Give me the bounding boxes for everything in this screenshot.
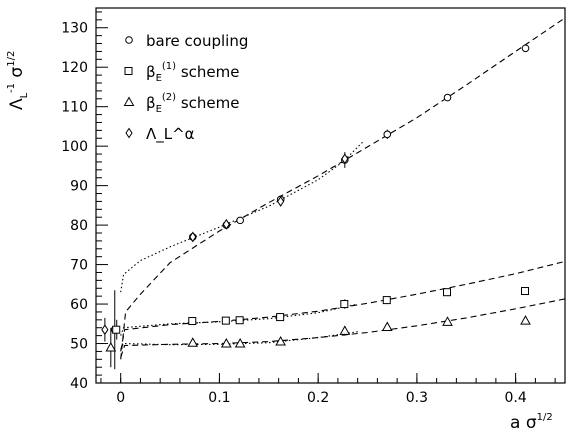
circle-marker: [236, 216, 244, 225]
legend-entry-label: βE(1) scheme: [146, 61, 239, 84]
triangle-marker: [234, 338, 246, 348]
circle-marker: [521, 44, 530, 53]
circle-marker: [383, 130, 392, 139]
y-tick-label: 120: [61, 60, 88, 76]
y-tick-label: 40: [70, 376, 88, 392]
square-marker: [221, 316, 230, 325]
circle-marker: [125, 36, 133, 44]
dashed-fit-curve: [120, 298, 566, 358]
square-marker: [521, 287, 530, 296]
plot-frame: [95, 7, 566, 384]
y-tick-label: 90: [70, 179, 88, 195]
dotted-fit-curve: [120, 331, 358, 350]
x-tick-label: 0.4: [504, 390, 526, 406]
x-tick-label: 0: [116, 390, 125, 406]
y-tick-label: 70: [70, 258, 88, 274]
square-marker: [382, 296, 391, 305]
triangle-marker: [520, 315, 531, 325]
y-tick-label: 50: [70, 337, 88, 353]
y-tick-label: 80: [70, 218, 88, 234]
square-marker: [112, 325, 121, 334]
y-tick-label: 130: [61, 21, 88, 37]
legend: bare coupling βE(1) scheme βE(2) scheme Λ_L…: [123, 32, 248, 144]
square-marker: [124, 67, 133, 75]
diamond-marker: [189, 231, 197, 243]
diamond-marker: [101, 324, 109, 336]
dotted-fit-curve: [120, 141, 363, 293]
x-tick-label: 0.2: [307, 390, 329, 406]
x-tick-label: 0.1: [208, 390, 230, 406]
fit-curves: [120, 17, 566, 360]
legend-entry-label: βE(2) scheme: [146, 92, 239, 115]
square-marker: [188, 317, 197, 326]
square-marker: [276, 313, 285, 322]
triangle-marker: [381, 321, 393, 331]
circle-marker: [443, 93, 452, 102]
square-marker: [443, 288, 452, 297]
legend-entry-label: bare coupling: [146, 32, 248, 50]
plot-area-border: [95, 7, 566, 384]
diamond-marker: [222, 218, 230, 230]
triangle-marker: [105, 341, 117, 352]
triangle-marker: [123, 96, 135, 106]
triangle-marker: [442, 316, 453, 326]
axis-ticks: 0 0.1 0.2 0.3 0.4 40 50 60 70 80 90 100 110 120 130: [61, 11, 556, 406]
square-marker: [235, 316, 244, 325]
legend-entry-label: Λ_L^α: [146, 125, 195, 144]
diamond-marker: [341, 153, 349, 165]
y-tick-label: 100: [61, 139, 88, 155]
triangle-marker: [187, 337, 199, 347]
triangle-marker: [275, 336, 286, 346]
y-tick-label: 60: [70, 297, 88, 313]
data-markers: [101, 44, 531, 352]
y-tick-label: 110: [61, 100, 88, 116]
x-tick-label: 0.3: [406, 390, 428, 406]
diamond-marker: [277, 196, 285, 207]
triangle-marker: [220, 338, 232, 348]
diamond-marker: [125, 127, 133, 139]
dashed-fit-curve: [120, 260, 566, 352]
dotted-fit-curve: [120, 303, 358, 336]
triangle-marker: [339, 325, 351, 335]
square-marker: [340, 300, 349, 309]
